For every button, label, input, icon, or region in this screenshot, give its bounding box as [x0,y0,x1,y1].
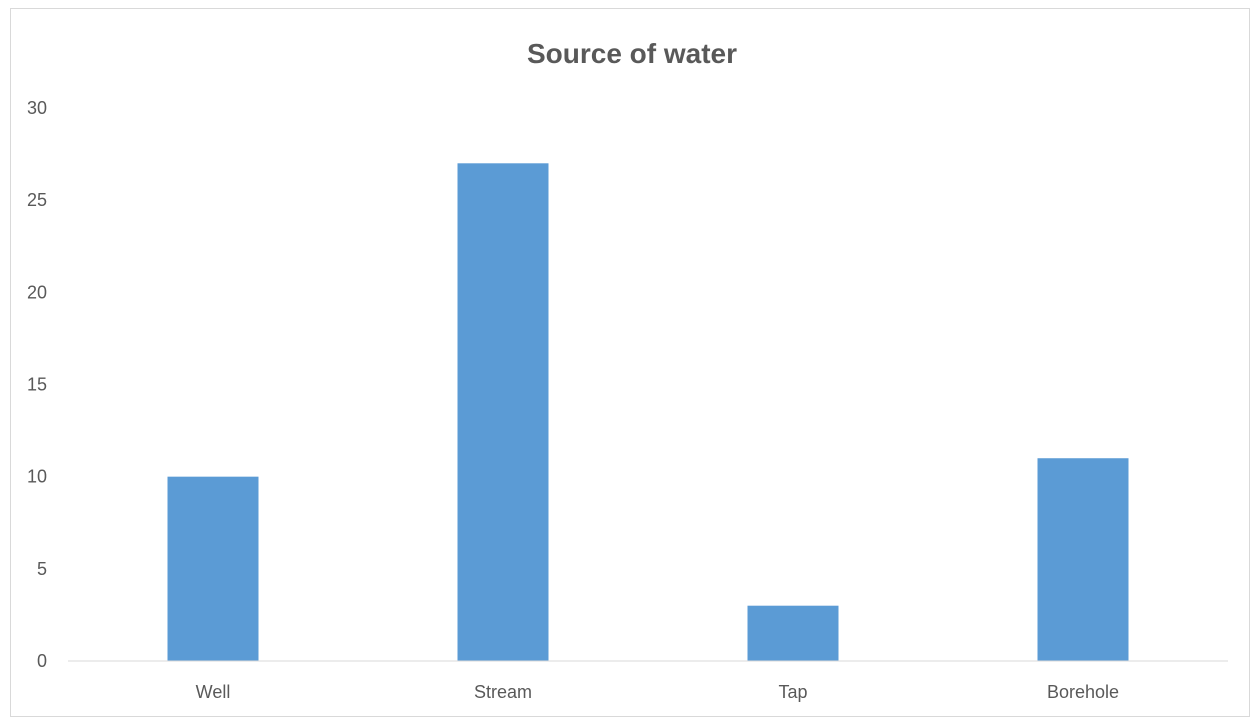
bar-borehole [1037,458,1129,661]
bar-stream [457,163,549,662]
bar-well [167,476,259,661]
y-tick-label: 5 [37,559,47,579]
x-tick-label: Well [196,682,231,702]
bar-tap [747,605,839,661]
y-tick-label: 25 [27,190,47,210]
x-tick-label: Stream [474,682,532,702]
x-tick-label: Tap [778,682,807,702]
y-tick-label: 30 [27,98,47,118]
y-tick-label: 10 [27,467,47,487]
y-tick-label: 20 [27,282,47,302]
x-tick-label: Borehole [1047,682,1119,702]
y-tick-label: 15 [27,375,47,395]
y-tick-label: 0 [37,651,47,671]
chart-title: Source of water [526,38,738,69]
